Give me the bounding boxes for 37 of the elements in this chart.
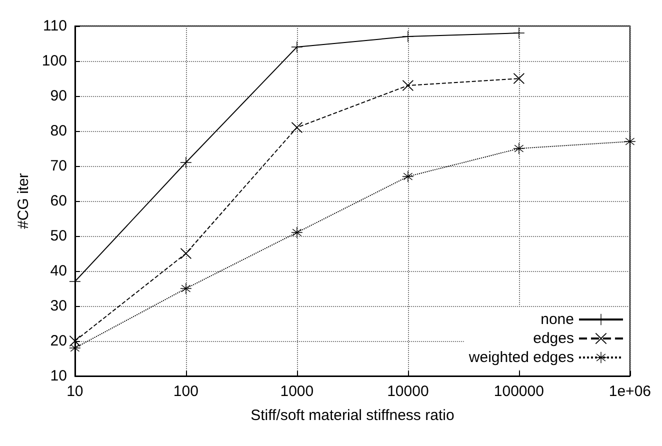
y-axis-title: #CG iter — [15, 173, 32, 229]
point — [291, 227, 302, 238]
x-tick-label: 10000 — [387, 383, 429, 400]
point — [402, 171, 414, 182]
y-tick-label: 100 — [42, 52, 67, 70]
x-axis-title: Stiff/soft material stiffness ratio — [250, 407, 454, 424]
point — [624, 136, 636, 147]
y-tick-label: 20 — [50, 332, 67, 350]
point — [513, 73, 524, 84]
legend-label: none — [540, 311, 574, 328]
x-tick-label: 10 — [66, 383, 84, 400]
x-tick-label: 100 — [173, 383, 198, 400]
legend-label: weighted edges — [468, 349, 574, 366]
point — [513, 143, 524, 154]
point — [180, 157, 192, 168]
y-tick-label: 90 — [50, 88, 67, 104]
y-tick-label: 50 — [50, 228, 67, 244]
x-tick-label: 1e+06 — [608, 383, 652, 400]
y-tick-label: 30 — [50, 298, 67, 314]
x-tick-label: 100000 — [494, 383, 544, 400]
point — [291, 42, 302, 52]
y-tick-label: 110 — [43, 18, 67, 34]
point — [513, 28, 524, 38]
point — [180, 248, 192, 259]
y-tick-label: 10 — [50, 368, 67, 384]
y-tick-label: 60 — [50, 192, 67, 210]
point — [402, 80, 414, 91]
point — [69, 336, 80, 346]
point — [69, 342, 80, 354]
legend-label: edges — [533, 330, 574, 347]
point — [180, 283, 192, 294]
y-tick-label: 70 — [50, 158, 67, 174]
y-tick-label: 40 — [50, 262, 67, 280]
point — [402, 31, 414, 42]
point — [291, 122, 302, 133]
y-tick-label: 80 — [50, 122, 67, 140]
x-tick-label: 1000 — [280, 383, 314, 400]
